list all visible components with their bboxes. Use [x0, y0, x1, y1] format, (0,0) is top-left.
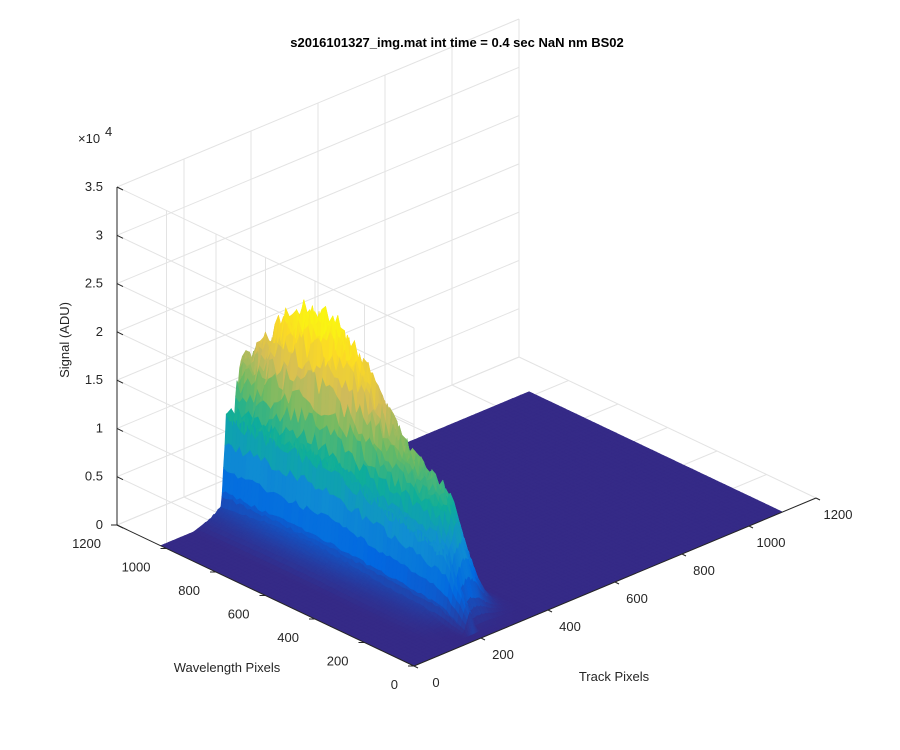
grid-line-back-z: [116, 115, 520, 285]
grid-line-back-z: [116, 18, 520, 188]
grid-line-back-z: [116, 163, 520, 333]
grid-line-side-z: [116, 234, 415, 377]
axes-3d: 0200400600800100012000200400600800100012…: [72, 18, 852, 692]
grid-line-back-z: [116, 211, 520, 381]
grid-line-side-z: [116, 186, 415, 329]
grid-line-back-z: [116, 66, 520, 236]
